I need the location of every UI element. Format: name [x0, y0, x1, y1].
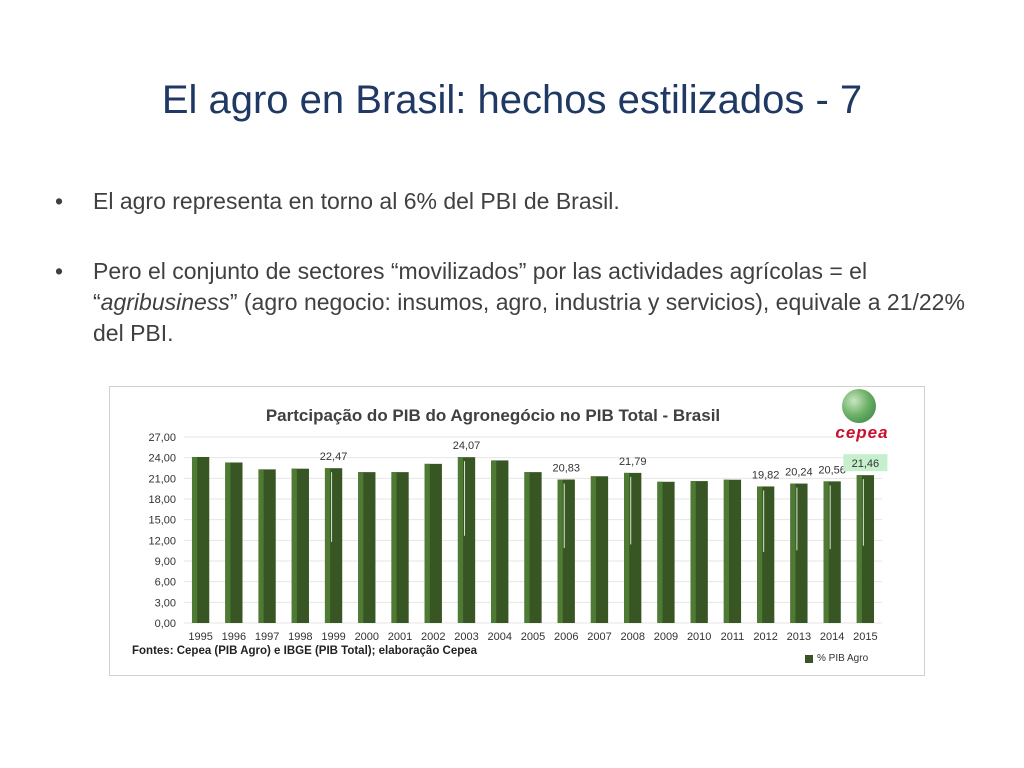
x-tick-label: 2010 [687, 631, 711, 643]
legend-swatch [805, 654, 813, 663]
bar-highlight [324, 468, 331, 623]
y-axis-ticks: 0,00 3,00 6,00 9,00 12,00 15,00 18,00 21,00 24,0… [148, 432, 176, 630]
x-tick-label: 2012 [753, 631, 777, 643]
data-label: 20,24 [785, 467, 813, 479]
legend-label: % PIB Agro [817, 653, 869, 664]
x-tick-label: 2003 [454, 631, 478, 643]
x-tick-label: 2009 [654, 631, 678, 643]
chart-legend: % PIB Agro [805, 653, 868, 664]
globe-icon [842, 389, 876, 423]
y-tick-label: 12,00 [148, 535, 176, 547]
bar-chart: Partcipação do PIB do Agronegócio no PIB… [148, 406, 888, 643]
bar-highlight [790, 483, 796, 623]
x-tick-label: 2008 [620, 631, 644, 643]
x-axis-ticks: 1995 1996 1997 1998 1999 2000 2001 2002 2003 2004… [188, 631, 877, 643]
data-label: 20,83 [552, 463, 580, 475]
y-tick-label: 3,00 [155, 597, 176, 609]
y-tick-label: 18,00 [148, 494, 176, 506]
x-tick-label: 2004 [488, 631, 512, 643]
y-tick-label: 0,00 [155, 618, 176, 630]
bar-highlight [191, 456, 198, 623]
x-tick-label: 1996 [222, 631, 246, 643]
x-tick-label: 2005 [521, 631, 545, 643]
data-label-box [843, 454, 888, 472]
bar-highlight [424, 463, 430, 623]
data-labels: 22,47 24,07 20,83 21,79 19,82 20,24 20,56 21,46 [320, 440, 888, 552]
x-tick-label: 2015 [853, 631, 877, 643]
x-tick-label: 2007 [587, 631, 611, 643]
slide-title: El agro en Brasil: hechos estilizados - … [161, 78, 863, 122]
bar-highlight [590, 476, 597, 623]
source-note: Fontes: Cepea (PIB Agro) e IBGE (PIB Tot… [132, 645, 478, 657]
cepea-logo: cepea [822, 389, 902, 445]
bar-highlight [757, 486, 763, 623]
logo-text: cepea [835, 423, 889, 442]
bar-highlight [491, 460, 497, 623]
x-tick-label: 2001 [388, 631, 412, 643]
bars [191, 456, 875, 623]
bullet-text-start: Pero el conjunto de sectores “movilizado… [93, 258, 868, 315]
bar-highlight [657, 481, 663, 623]
y-tick-label: 9,00 [155, 556, 176, 568]
bar-highlight [291, 468, 297, 623]
y-tick-label: 21,00 [148, 473, 176, 485]
bullet-text-end: ” (agro negocio: insumos, agro, industri… [93, 289, 965, 346]
data-label: 20,56 [818, 464, 846, 476]
data-label: 21,79 [619, 456, 647, 468]
x-tick-label: 2014 [820, 631, 844, 643]
x-tick-label: 2013 [787, 631, 811, 643]
bullet-emphasis: agribusiness [100, 289, 230, 315]
bar-highlight [258, 469, 264, 623]
y-tick-label: 6,00 [155, 577, 176, 589]
data-label: 22,47 [320, 451, 348, 463]
y-tick-label: 15,00 [148, 515, 176, 527]
bullet-item: • Pero el conjunto de sectores “moviliza… [50, 256, 980, 349]
x-tick-label: 1995 [188, 631, 212, 643]
bar-highlight [690, 481, 696, 623]
y-tick-label: 24,00 [148, 453, 176, 465]
bullet-text: El agro representa en torno al 6% del PB… [93, 188, 620, 214]
bar-highlight [358, 472, 364, 623]
bar-highlight [856, 475, 862, 623]
bullet-marker: • [55, 258, 64, 284]
bar-highlight [823, 481, 829, 623]
bar-highlight [391, 472, 397, 623]
x-tick-label: 2011 [721, 631, 745, 643]
x-tick-label: 1998 [288, 631, 312, 643]
data-label: 19,82 [752, 469, 780, 481]
data-label: 24,07 [453, 440, 481, 452]
x-tick-label: 2006 [554, 631, 578, 643]
bar-highlight [624, 472, 630, 623]
bar-highlight [457, 457, 464, 623]
x-tick-label: 1999 [321, 631, 345, 643]
chart-image: Partcipação do PIB do Agronegócio no PIB… [109, 386, 925, 676]
bar-highlight [524, 472, 530, 623]
chart-title: Partcipação do PIB do Agronegócio no PIB… [266, 406, 720, 425]
bar-highlight [723, 479, 729, 623]
bullet-list: • El agro representa en torno al 6% del … [50, 186, 980, 388]
bullet-marker: • [55, 188, 64, 214]
bar-highlight [225, 462, 231, 623]
x-tick-label: 2000 [355, 631, 379, 643]
y-tick-label: 27,00 [148, 432, 176, 444]
bar-highlight [557, 479, 563, 623]
x-tick-label: 2002 [421, 631, 445, 643]
data-label: 21,46 [852, 458, 880, 470]
bullet-item: • El agro representa en torno al 6% del … [50, 186, 980, 217]
x-tick-label: 1997 [255, 631, 279, 643]
